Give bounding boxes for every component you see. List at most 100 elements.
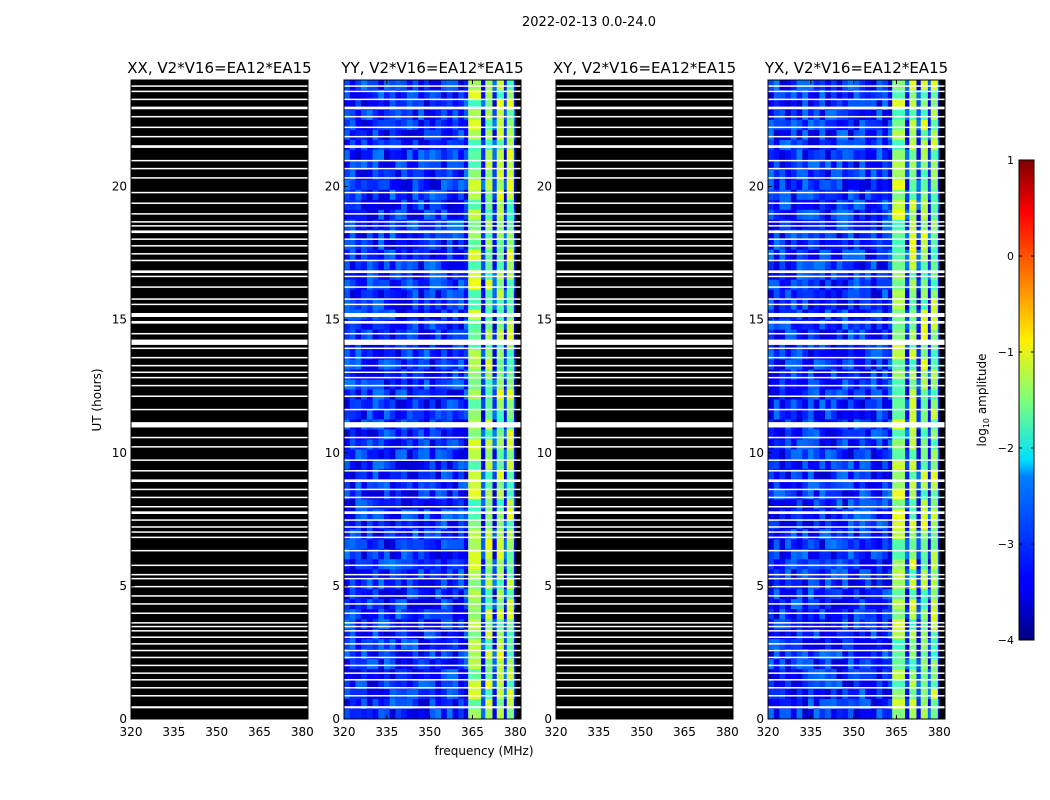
spectrogram-cell [768,199,775,211]
spectrogram-cell [825,119,832,131]
rfi-cell [892,279,906,291]
flagged-band [131,526,308,528]
rfi-cell [485,289,493,301]
colorbar-ticks: 10−1−2−3−4 [998,154,1034,647]
spectrogram-cell [830,89,837,101]
rfi-cell [485,659,493,670]
spectrogram-cell [807,679,815,690]
rfi-cell [496,399,504,410]
flagged-band [768,706,945,709]
spectrogram-cell [458,349,465,360]
flagged-band [344,371,521,374]
spectrogram-cell [870,689,877,700]
spectrogram-cell [446,269,453,281]
flagged-band [131,643,308,645]
spectrogram-cell [395,129,402,141]
spectrogram-cell [446,189,453,201]
spectrogram-cell [905,89,912,101]
spectrogram-cell [807,89,815,101]
spectrogram-cell [790,529,797,540]
spectrogram-cell [435,399,442,410]
rfi-cell [892,429,906,440]
flagged-band [768,679,945,681]
spectrogram-cell [870,679,877,690]
spectrogram-cell [870,529,877,540]
spectrogram-cell [412,149,419,161]
spectrogram-cell [361,249,368,261]
spectrogram-cell [349,209,356,221]
spectrogram-cell [372,349,379,360]
spectrogram-cell [401,189,408,201]
spectrogram-cell [412,529,419,540]
spectrogram-cell [842,709,849,720]
spectrogram-cell [372,259,379,271]
spectrogram-cell [401,649,408,660]
spectrogram-cell [355,359,362,370]
rfi-cell [930,389,938,400]
spectrogram-cell [423,249,431,261]
spectrogram-cell [429,289,436,301]
spectrogram-cell [395,269,402,281]
rfi-cell [468,539,482,550]
spectrogram-cell [887,649,895,660]
rfi-cell [506,539,514,550]
rfi-cell [920,159,928,171]
spectrogram-cell [383,379,391,390]
rfi-cell [485,319,493,331]
flagged-band [556,573,733,576]
spectrogram-cell [389,269,396,281]
rfi-cell [909,189,917,201]
spectrogram-cell [366,219,373,231]
flagged-band [768,408,945,411]
spectrogram-cell [870,259,877,271]
spectrogram-cell [349,129,356,141]
spectrogram-cell [412,519,419,530]
spectrogram-cell [830,139,837,151]
flagged-band [768,191,945,194]
spectrogram-cell [859,129,866,141]
flagged-band [768,459,945,461]
rfi-cell [468,609,482,620]
spectrogram-cell [802,179,809,191]
spectrogram-cell [446,679,453,690]
spectrogram-cell [773,489,780,500]
spectrogram-cell [905,649,912,660]
spectrogram-cell [853,459,860,470]
spectrogram-cell [905,209,912,221]
spectrogram-cell [383,499,391,510]
y-tick-label: 5 [544,579,552,593]
rfi-cell [909,669,917,680]
rfi-cell [496,679,504,690]
spectrogram-cell [361,289,368,301]
spectrogram-cell [441,149,448,161]
spectrogram-cell [401,689,408,700]
flagged-band [344,98,521,101]
flagged-band [344,649,521,652]
spectrogram-cell [859,689,866,700]
spectrogram-cell [882,239,889,251]
spectrogram-cell [452,169,459,181]
spectrogram-cell [813,499,820,510]
flagged-band [556,275,733,278]
spectrogram-cell [853,689,860,700]
rfi-cell [930,439,938,450]
spectrogram-cell [882,579,889,590]
spectrogram-cell [395,449,402,460]
flagged-band [556,303,733,306]
spectrogram-cell [463,319,471,331]
spectrogram-cell [481,539,488,550]
spectrogram-cell [452,179,459,191]
spectrogram-cell [349,479,356,490]
flagged-band [131,347,308,350]
spectrogram-cell [378,459,385,470]
rfi-cell [485,389,493,400]
spectrogram-cell [830,519,837,530]
spectrogram-cell [446,399,453,410]
spectrogram-cell [825,559,832,570]
spectrogram-cell [859,239,866,251]
spectrogram-cell [389,89,396,101]
spectrogram-cell [887,519,895,530]
rfi-cell [909,449,917,460]
spectrogram-cell [458,589,465,600]
rfi-cell [468,659,482,670]
